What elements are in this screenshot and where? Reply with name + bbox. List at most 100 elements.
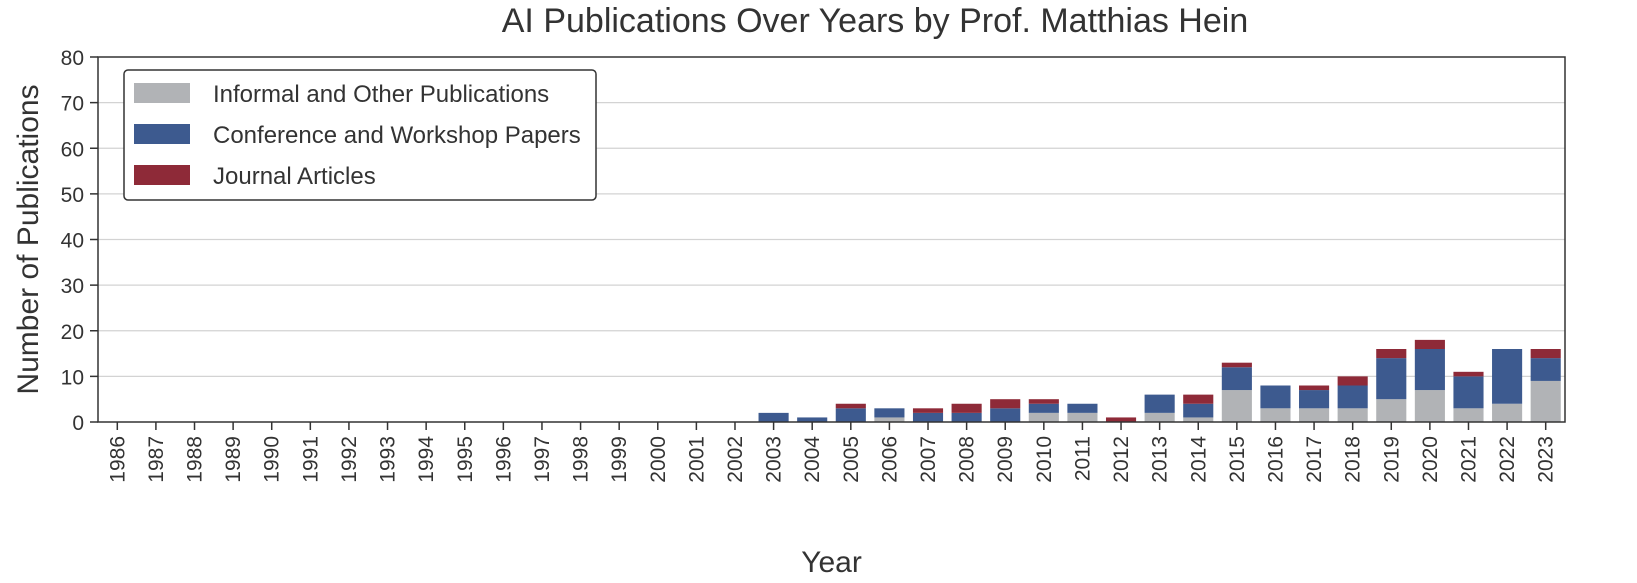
- legend-swatch: [134, 83, 190, 103]
- bar-segment: [1221, 362, 1252, 368]
- x-tick-label: 2004: [801, 436, 824, 483]
- x-tick-label: 2022: [1496, 436, 1519, 483]
- bar-segment: [835, 408, 866, 422]
- x-tick-label: 2009: [994, 436, 1017, 483]
- legend-label: Conference and Workshop Papers: [213, 122, 581, 149]
- x-tick-label: 1996: [492, 436, 515, 483]
- bar-segment: [1337, 385, 1368, 409]
- x-tick-label: 2007: [917, 436, 940, 483]
- bar-segment: [912, 408, 944, 413]
- bar-segment: [990, 408, 1021, 422]
- x-tick-label: 2005: [840, 436, 863, 483]
- bar-segment: [1144, 412, 1175, 422]
- bar-segment: [1067, 412, 1098, 422]
- bar-segment: [951, 412, 982, 422]
- x-tick-label: 2017: [1303, 436, 1326, 483]
- bar-segment: [1414, 349, 1445, 391]
- bar-segment: [1453, 408, 1484, 422]
- y-axis-label: Number of Publications: [12, 84, 45, 394]
- bar-segment: [1414, 339, 1445, 349]
- x-tick-label: 2016: [1264, 436, 1287, 483]
- x-tick-label: 1987: [145, 436, 168, 483]
- y-tick-label: 40: [61, 230, 84, 253]
- x-tick-label: 1994: [415, 436, 438, 483]
- y-tick-label: 60: [61, 138, 84, 161]
- bar-segment: [835, 403, 866, 409]
- bar-segment: [1337, 408, 1368, 422]
- bar-segment: [1028, 399, 1059, 404]
- bar-segment: [1028, 403, 1059, 413]
- bar-segment: [1183, 417, 1214, 422]
- bar-segment: [874, 408, 905, 418]
- bar-segment: [990, 399, 1021, 409]
- x-tick-label: 1991: [299, 436, 322, 483]
- x-tick-label: 2000: [647, 436, 670, 483]
- y-tick-label: 80: [61, 47, 84, 70]
- bar-segment: [1414, 390, 1445, 422]
- bar-segment: [1453, 371, 1484, 377]
- x-tick-label: 2021: [1457, 436, 1480, 483]
- x-tick-label: 1998: [570, 436, 593, 483]
- bar-segment: [1376, 349, 1407, 359]
- bar-segment: [758, 412, 789, 422]
- bar-segment: [1530, 380, 1561, 422]
- legend-swatch: [134, 124, 190, 144]
- bars: [758, 339, 1561, 422]
- x-tick-label: 1993: [377, 436, 400, 483]
- x-tick-label: 2020: [1419, 436, 1442, 483]
- x-tick-label: 1997: [531, 436, 554, 483]
- bar-segment: [1144, 394, 1175, 413]
- x-tick-label: 1989: [222, 436, 245, 483]
- x-tick-label: 1999: [608, 436, 631, 483]
- x-tick-label: 1995: [454, 436, 477, 483]
- x-tick-label: 1992: [338, 436, 361, 483]
- bar-segment: [1183, 394, 1214, 404]
- x-tick-label: 2011: [1071, 436, 1094, 481]
- x-tick-label: 2018: [1342, 436, 1365, 483]
- bar-segment: [1530, 358, 1561, 381]
- x-tick-label: 2015: [1226, 436, 1249, 483]
- y-tick-label: 50: [61, 184, 84, 207]
- bar-segment: [1337, 376, 1368, 386]
- y-tick-label: 20: [61, 321, 84, 344]
- y-tick-label: 10: [61, 366, 84, 389]
- x-tick-label: 2006: [878, 436, 901, 483]
- legend-label: Informal and Other Publications: [213, 81, 549, 108]
- bar-segment: [951, 403, 982, 413]
- y-tick-label: 70: [61, 93, 84, 116]
- x-tick-label: 2013: [1149, 436, 1172, 483]
- x-tick-label: 2010: [1033, 436, 1056, 483]
- chart-title: AI Publications Over Years by Prof. Matt…: [502, 2, 1248, 40]
- bar-segment: [1028, 412, 1059, 422]
- bar-segment: [1299, 390, 1330, 409]
- x-tick-label: 2008: [956, 436, 979, 483]
- bar-segment: [912, 412, 944, 422]
- bar-segment: [1260, 385, 1291, 409]
- x-tick-label: 2001: [685, 436, 708, 483]
- x-tick-label: 2012: [1110, 436, 1133, 483]
- bar-segment: [1492, 349, 1523, 404]
- x-tick-label: 1990: [261, 436, 284, 483]
- x-tick-label: 2019: [1380, 436, 1403, 483]
- bar-segment: [1183, 403, 1214, 418]
- bar-segment: [1221, 390, 1252, 422]
- x-axis-label: Year: [801, 546, 862, 579]
- bar-segment: [1221, 367, 1252, 391]
- x-tick-label: 1988: [184, 436, 207, 483]
- bar-segment: [874, 417, 905, 422]
- x-tick-label: 2002: [724, 436, 747, 483]
- x-tick-label: 1986: [106, 436, 129, 483]
- bar-segment: [1299, 408, 1330, 422]
- y-tick-label: 30: [61, 275, 84, 298]
- legend: Informal and Other Publications Conferenc…: [123, 69, 597, 201]
- bar-segment: [1260, 408, 1291, 422]
- y-axis-ticks: 0 10 20 30 40 50 60 70 80: [61, 47, 98, 435]
- bar-segment: [1067, 403, 1098, 413]
- legend-swatch: [134, 165, 190, 185]
- bar-segment: [1376, 358, 1407, 400]
- bar-segment: [1530, 349, 1561, 359]
- bar-segment: [1376, 399, 1407, 422]
- bar-segment: [1492, 403, 1523, 422]
- bar-segment: [1105, 417, 1137, 422]
